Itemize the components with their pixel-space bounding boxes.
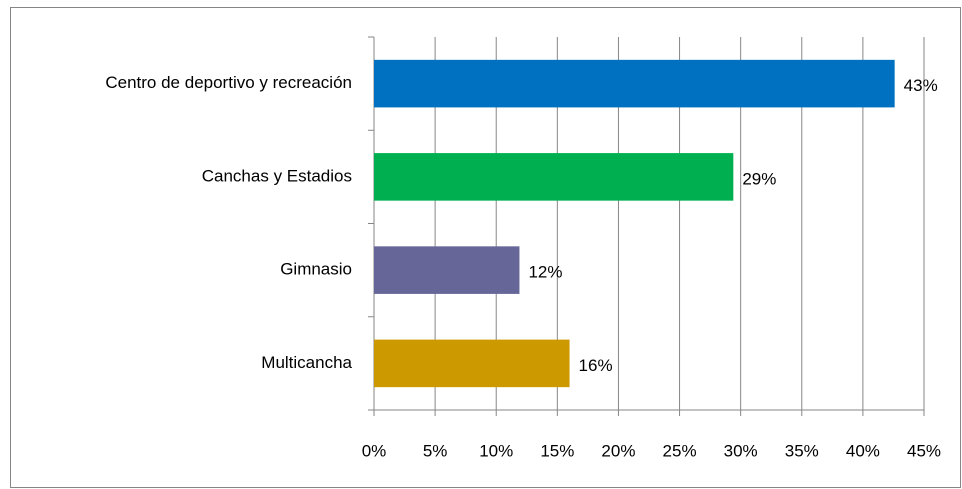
x-tick-label: 40%	[846, 441, 880, 460]
y-tick-label: Multicancha	[261, 353, 352, 372]
y-tick-label: Centro de deportivo y recreación	[105, 73, 352, 92]
bar	[374, 339, 570, 388]
x-tick-label: 20%	[601, 441, 635, 460]
bar	[374, 153, 734, 201]
value-label: 43%	[904, 76, 938, 95]
x-tick-label: 45%	[907, 441, 941, 460]
bar	[374, 59, 895, 108]
y-tick-label: Canchas y Estadios	[202, 166, 352, 185]
value-label: 29%	[742, 169, 776, 188]
x-tick-label: 0%	[362, 441, 387, 460]
value-label: 12%	[528, 263, 562, 282]
x-tick-label: 5%	[423, 441, 448, 460]
x-tick-label: 35%	[785, 441, 819, 460]
bar	[374, 246, 520, 294]
x-tick-label: 10%	[479, 441, 513, 460]
x-tick-label: 25%	[663, 441, 697, 460]
x-tick-label: 15%	[540, 441, 574, 460]
y-tick-label: Gimnasio	[280, 260, 352, 279]
value-label: 16%	[579, 356, 613, 375]
x-tick-label: 30%	[724, 441, 758, 460]
